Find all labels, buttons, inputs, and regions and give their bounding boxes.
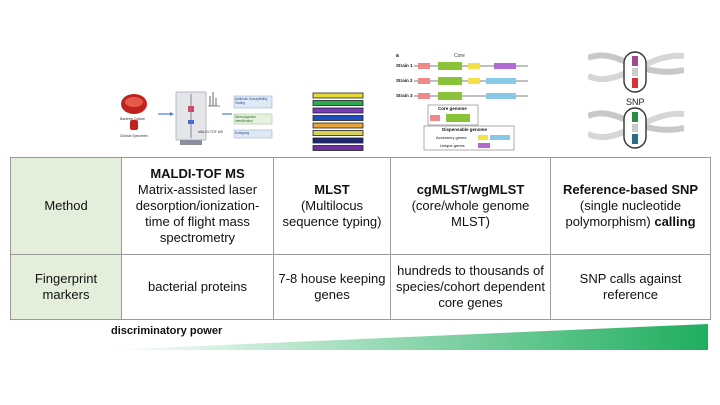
maldi-illustration: Bacteria Culture Clinical Specimen MALDI… [118,86,278,156]
discriminatory-power-wedge [106,324,708,350]
snp-description: (single nucleotide polymorphism) [565,198,682,229]
mlst-bar [312,137,364,144]
strain-3-label: Strain 3 [396,93,413,98]
maldi-label-culture: Bacteria Culture [120,117,146,121]
mlst-bar [312,122,364,129]
cell-snp-method: Reference-based SNP (single nucleotide p… [550,157,711,255]
unique-genes-label: Unique genes [440,143,465,148]
maldi-label-instrument: MALDI-TOF MS [198,130,224,134]
mlst-bar [312,100,364,106]
snp-label: SNP [626,97,645,107]
snp-dna-graphic [588,51,684,149]
cell-maldi-markers: bacterial proteins [121,254,274,320]
cgmlst-panel-letter: a [396,53,399,59]
cell-cgmlst-markers: hundreds to thousands of species/cohort … [390,254,551,320]
mlst-bar [312,115,364,121]
mlst-bar [312,145,364,151]
dispensable-genome-label: Dispensable genome [442,127,488,132]
maldi-description: Matrix-assisted laser desorption/ionizat… [135,182,260,245]
cgmlst-description: (core/whole genome MLST) [411,198,530,229]
power-gradient-triangle [106,324,708,350]
accessory-genes-label: Accessory genes [436,135,467,140]
mlst-description: (Multilocus sequence typing) [282,198,382,229]
cell-snp-markers: SNP calls against reference [550,254,711,320]
cell-mlst-markers: 7-8 house keeping genes [273,254,391,320]
cgmlst-core-label: Core [454,53,465,59]
cell-mlst-method: MLST (Multilocus sequence typing) [273,157,391,255]
discriminatory-power-label: discriminatory power [111,325,223,337]
cgmlst-genome-graphic [414,62,528,151]
strain-2-label: Strain 2 [396,78,413,83]
maldi-label-ast: Antibiotic Susceptibility Testing [235,97,268,105]
specimen-tube-icon [130,120,138,130]
maldi-label-specimen: Clinical Specimen [120,134,148,138]
table-row-markers: Fingerprint markers bacterial proteins 7… [10,254,711,320]
snp-calling-word: calling [654,214,696,229]
row-header-markers: Fingerprint markers [10,254,122,320]
cell-maldi-method: MALDI-TOF MS Matrix-assisted laser desor… [121,157,274,255]
mlst-bar [312,92,364,99]
maldi-label-identification: Microorganism Identification [235,115,256,123]
maldi-label-subtyping: Subtyping [235,131,250,135]
cgmlst-title: cgMLST/wgMLST [416,182,525,197]
core-genome-label: Core genome [438,106,467,111]
maldi-title: MALDI-TOF MS [150,166,245,181]
typing-methods-table: Method MALDI-TOF MS Matrix-assisted lase… [10,157,711,320]
cgmlst-diagram: a Core Strain 1 Strain 2 Strain 3 Core g… [394,53,544,153]
maldi-workflow-graphic [121,91,273,145]
table-row-method: Method MALDI-TOF MS Matrix-assisted lase… [10,157,711,255]
mlst-title: MLST [314,182,350,197]
row-header-method: Method [10,157,122,255]
strain-1-label: Strain 1 [396,63,413,68]
cell-cgmlst-method: cgMLST/wgMLST (core/whole genome MLST) [390,157,551,255]
snp-title: Reference-based SNP [562,182,699,197]
mlst-allele-bars [312,92,364,151]
mlst-bar [312,130,364,136]
mlst-bar [312,107,364,114]
